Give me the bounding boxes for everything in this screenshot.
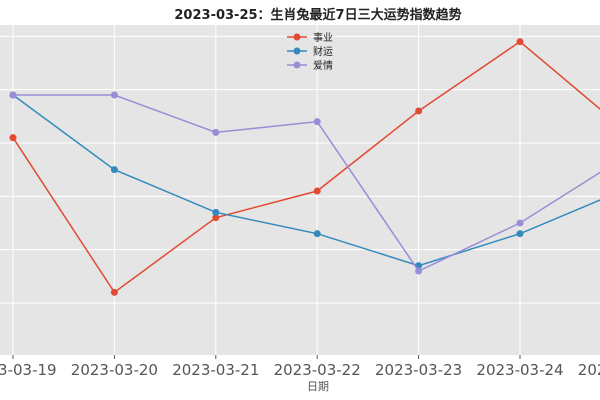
x-tick-label: 2023-03-22	[274, 361, 361, 379]
x-tick-label: 2023-03-19	[0, 361, 57, 379]
legend-label: 事业	[313, 31, 333, 44]
data-point	[313, 118, 321, 126]
legend-marker	[293, 61, 301, 69]
data-point	[212, 128, 220, 136]
data-point	[9, 134, 17, 142]
data-point	[516, 219, 524, 227]
data-point	[516, 38, 524, 46]
data-point	[212, 208, 220, 216]
x-tick-label: 2023-03-20	[71, 361, 158, 379]
x-axis-label: 日期	[307, 380, 329, 393]
chart-title: 2023-03-25：生肖兔最近7日三大运势指数趋势	[174, 7, 461, 23]
data-point	[212, 214, 220, 222]
data-point	[110, 288, 118, 296]
data-point	[110, 166, 118, 174]
legend-label: 财运	[313, 45, 333, 58]
data-point	[313, 230, 321, 238]
legend-marker	[293, 33, 301, 41]
data-point	[313, 187, 321, 195]
x-tick-label: 2023-03-21	[172, 361, 259, 379]
data-point	[415, 107, 423, 115]
legend-label: 爱情	[313, 59, 333, 72]
data-point	[516, 230, 524, 238]
data-point	[9, 91, 17, 99]
x-tick-label: 2023-03-25	[578, 361, 600, 379]
x-tick-label: 2023-03-23	[375, 361, 462, 379]
data-point	[415, 267, 423, 275]
data-point	[110, 91, 118, 99]
x-tick-label: 2023-03-24	[476, 361, 563, 379]
plot-area	[0, 25, 600, 355]
legend-marker	[293, 47, 301, 55]
